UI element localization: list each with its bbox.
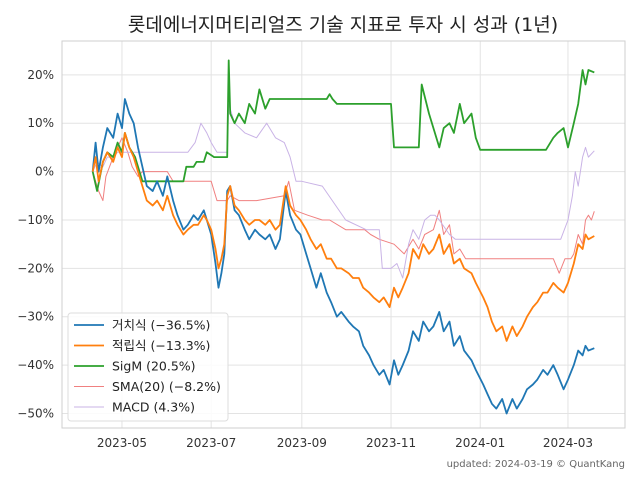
x-tick-label: 2023-05 bbox=[97, 436, 147, 450]
legend: 거치식 (−36.5%) 적립식 (−13.3%) SigM (20.5%) SMA(… bbox=[67, 312, 229, 422]
chart-title: 롯데에너지머티리얼즈 기술 지표로 투자 시 성과 (1년) bbox=[128, 14, 558, 36]
legend-label: SigM (20.5%) bbox=[112, 359, 196, 374]
y-tick-label: −40% bbox=[17, 358, 54, 372]
legend-label: 거치식 (−36.5%) bbox=[112, 318, 210, 333]
y-tick-label: 10% bbox=[27, 116, 54, 130]
y-tick-label: 0% bbox=[35, 165, 54, 179]
series-line bbox=[91, 98, 595, 415]
x-tick-label: 2023-09 bbox=[277, 436, 327, 450]
footer-note: updated: 2024-03-19 © QuantKang bbox=[447, 459, 625, 470]
y-tick-label: −50% bbox=[17, 406, 54, 420]
legend-label: 적립식 (−13.3%) bbox=[112, 338, 210, 353]
y-tick-label: −20% bbox=[17, 261, 54, 275]
x-tick-label: 2024-01 bbox=[455, 436, 505, 450]
legend-box bbox=[67, 312, 229, 422]
x-tick-label: 2023-07 bbox=[186, 436, 236, 450]
y-tick-label: 20% bbox=[27, 68, 54, 82]
series-line bbox=[92, 137, 595, 274]
y-tick-label: −10% bbox=[17, 213, 54, 227]
series-layer bbox=[91, 59, 595, 415]
series-line bbox=[91, 59, 595, 192]
legend-label: SMA(20) (−8.2%) bbox=[112, 379, 221, 394]
series-line bbox=[92, 103, 595, 279]
plot-frame bbox=[61, 40, 626, 429]
y-axis: 20% 10% 0% −10% −20% −30% −40% −50% bbox=[17, 68, 54, 421]
x-axis: 2023-05 2023-07 2023-09 2023-11 2024-01 2024-… bbox=[97, 436, 593, 450]
y-tick-label: −30% bbox=[17, 310, 54, 324]
x-tick-label: 2023-11 bbox=[366, 436, 416, 450]
series-line bbox=[91, 132, 595, 342]
legend-label: MACD (4.3%) bbox=[112, 400, 195, 415]
x-tick-label: 2024-03 bbox=[543, 436, 593, 450]
